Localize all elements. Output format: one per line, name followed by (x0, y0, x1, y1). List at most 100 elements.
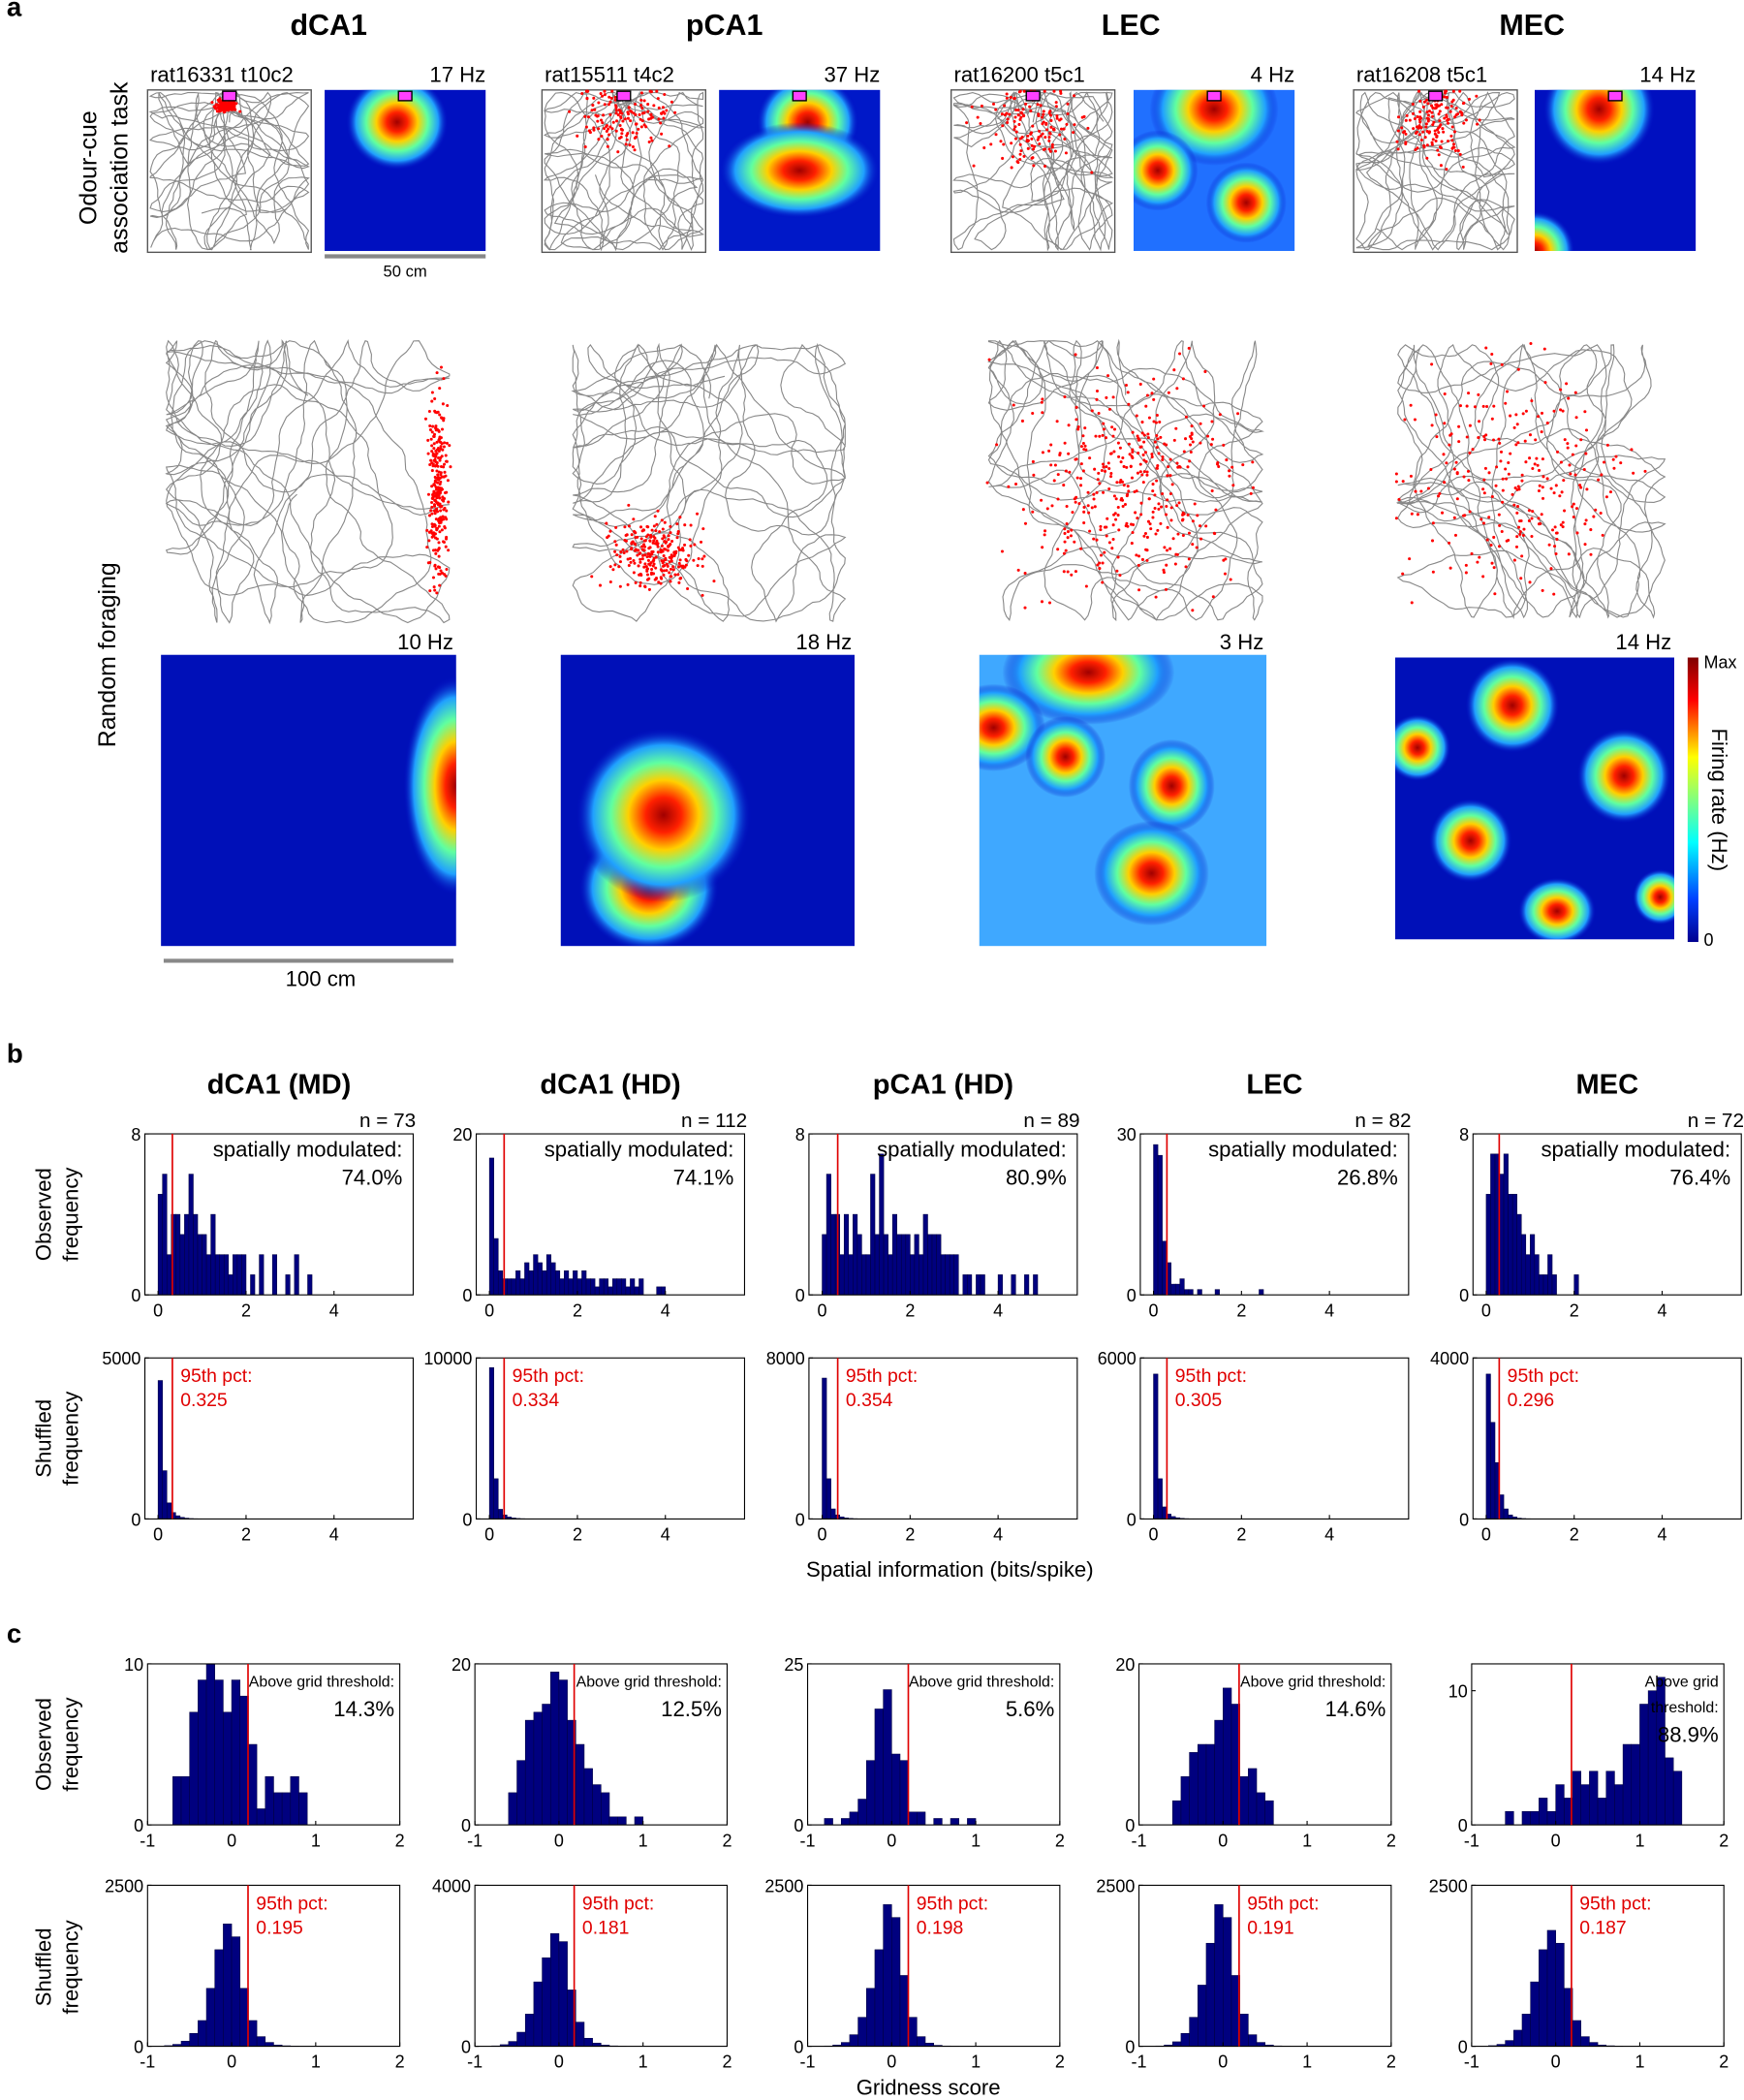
spike (662, 559, 666, 563)
spike (1142, 534, 1146, 538)
spike (215, 110, 219, 113)
bar (1239, 1775, 1249, 1826)
spike (701, 593, 704, 597)
spike (1516, 367, 1520, 371)
bar (1555, 1942, 1565, 2047)
spike (1589, 528, 1593, 532)
spike (1142, 470, 1146, 474)
spike (679, 548, 683, 551)
spike (439, 455, 443, 459)
spike (972, 164, 976, 168)
bar (545, 1254, 551, 1296)
bar (175, 1213, 181, 1296)
spike (668, 571, 671, 575)
y-tick-label: 0 (461, 2038, 471, 2057)
spike (1483, 438, 1487, 442)
spike (1116, 555, 1120, 559)
spike (646, 110, 650, 113)
bar (488, 1366, 494, 1520)
spike (1139, 501, 1143, 505)
spike (1056, 473, 1060, 477)
spike (1070, 573, 1074, 577)
spike (702, 554, 706, 558)
spike (1181, 377, 1185, 381)
bar (516, 2031, 526, 2047)
spike (1413, 418, 1417, 422)
spike (1196, 514, 1199, 517)
spike (697, 557, 701, 561)
trajectory (148, 91, 310, 251)
spike (1454, 107, 1458, 110)
bar (874, 1949, 884, 2047)
spike (1119, 460, 1123, 464)
spike (1049, 463, 1053, 467)
spike (651, 541, 655, 545)
x-tick-label: 0 (818, 1525, 827, 1545)
spike (669, 524, 672, 528)
spike (1154, 595, 1158, 599)
spike (1144, 404, 1148, 408)
spike (1426, 113, 1430, 117)
spike (1157, 502, 1161, 506)
spike (1054, 101, 1058, 105)
bar (157, 1194, 163, 1296)
spike (652, 539, 656, 543)
bar (542, 1957, 551, 2047)
y-tick-label: 2500 (105, 1876, 143, 1896)
spike (1049, 443, 1053, 447)
threshold-label: 95th pct: (1579, 1893, 1651, 1914)
spike (1082, 510, 1086, 514)
spike (640, 119, 644, 123)
spike (630, 533, 634, 537)
bar (1508, 1194, 1513, 1296)
annotation: spatially modulated: (545, 1138, 734, 1162)
spike (1187, 531, 1192, 535)
spike (432, 434, 436, 438)
spike (1458, 404, 1463, 408)
spike (608, 565, 612, 569)
spike (1396, 129, 1400, 133)
spike (976, 115, 980, 119)
spike (1572, 516, 1575, 519)
bar (1256, 2042, 1265, 2047)
spike (442, 508, 446, 512)
spike (426, 492, 430, 496)
spike (1191, 440, 1195, 444)
spike (1524, 460, 1528, 464)
bar (1551, 1274, 1557, 1296)
x-tick-label: 2 (905, 1301, 915, 1320)
spike (1573, 473, 1577, 477)
spike (1022, 154, 1026, 158)
spike (1501, 500, 1505, 504)
x-tick-label: -1 (1132, 1831, 1147, 1850)
spike (635, 135, 638, 139)
spike (595, 114, 599, 118)
spike (1485, 404, 1489, 408)
bar (198, 1679, 207, 1826)
spike (673, 551, 677, 555)
bar (166, 1254, 172, 1296)
spike (438, 440, 442, 444)
spike (1138, 462, 1142, 466)
y-tick-label: 0 (1459, 1286, 1469, 1305)
spike (652, 572, 656, 576)
spike (1487, 471, 1491, 475)
bar (231, 1679, 241, 1826)
spike (660, 518, 664, 522)
bar (519, 1278, 525, 1296)
spike (1531, 510, 1535, 514)
spike (1122, 464, 1126, 468)
spike (440, 528, 444, 532)
spike (1069, 534, 1073, 538)
spike (637, 564, 640, 568)
bar (1490, 1153, 1496, 1296)
x-tick-label: 4 (329, 1301, 339, 1320)
bar (239, 1988, 249, 2047)
spike (1489, 543, 1493, 548)
spike (1022, 114, 1026, 118)
y-tick-label: 0 (134, 1816, 143, 1835)
bar (1572, 1771, 1581, 1826)
y-tick-label: 6000 (1098, 1349, 1137, 1368)
spike (1090, 506, 1094, 510)
spike (663, 520, 667, 524)
